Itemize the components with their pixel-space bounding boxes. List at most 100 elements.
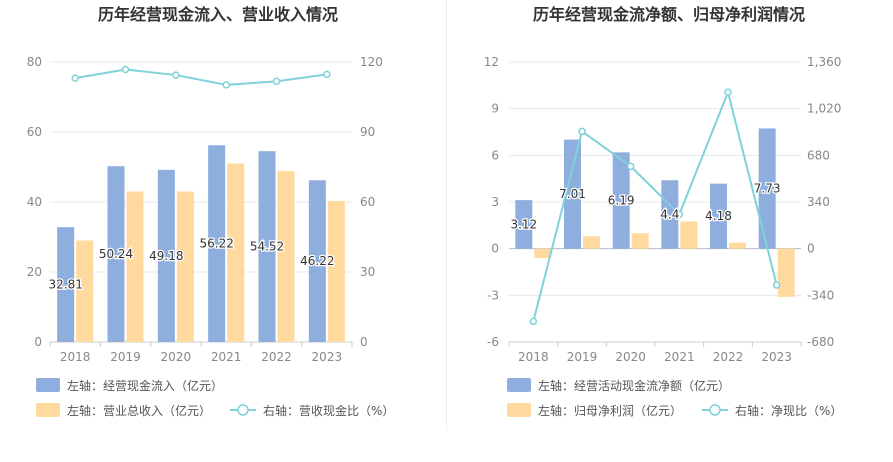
legend-label: 左轴：归母净利润（亿元） xyxy=(538,403,682,418)
bar-data-label: 7.01 xyxy=(559,187,586,201)
cash-inflow-revenue-panel: 历年经营现金流入、营业收入情况 0 20 40 60 80 0 30 60 90 120 2018 20… xyxy=(0,0,446,458)
x-axis-tick-label: 2019 xyxy=(567,350,598,364)
bar-secondary xyxy=(327,200,345,342)
bar-primary xyxy=(157,169,175,342)
bar-primary xyxy=(208,145,226,342)
bar-primary xyxy=(564,139,581,249)
left-axis-tick-label: 9 xyxy=(491,102,499,116)
right-axis-tick-label: 30 xyxy=(360,265,375,279)
ratio-line-point xyxy=(675,210,684,219)
x-axis-tick-label: 2022 xyxy=(713,350,744,364)
left-axis-tick-label: 0 xyxy=(491,242,499,256)
right-axis-tick-label: 120 xyxy=(360,55,383,69)
bar-secondary xyxy=(631,233,649,249)
legend-label: 左轴：经营现金流入（亿元） xyxy=(67,378,223,393)
ratio-line-point xyxy=(71,74,79,82)
ratio-line-point xyxy=(724,88,732,96)
cash-inflow-revenue-chart: 历年经营现金流入、营业收入情况 0 20 40 60 80 0 30 60 90 120 2018 20… xyxy=(27,5,395,418)
bar-secondary xyxy=(680,221,698,249)
bar-primary xyxy=(758,128,776,249)
bar-secondary xyxy=(76,240,94,342)
right-axis-tick-label: 680 xyxy=(807,148,830,162)
left-axis-tick-label: 6 xyxy=(491,148,499,162)
x-axis-tick-label: 2020 xyxy=(161,350,192,364)
ratio-line-point xyxy=(323,70,331,79)
left-axis-tick-label: 40 xyxy=(27,195,42,209)
right-axis-tick-label: -680 xyxy=(807,335,834,349)
bar-primary xyxy=(661,180,679,249)
ratio-line-point xyxy=(121,65,130,74)
left-axis-tick-label: 20 xyxy=(27,265,42,279)
right-axis-tick-label: 0 xyxy=(360,335,368,349)
x-axis-tick-label: 2018 xyxy=(60,350,91,364)
bar-secondary xyxy=(729,242,746,249)
right-axis-tick-label: -340 xyxy=(807,288,834,302)
right-axis-tick-label: 1,360 xyxy=(807,55,841,69)
bar-secondary xyxy=(277,171,295,342)
bar-primary xyxy=(258,151,276,342)
x-axis-tick-label: 2019 xyxy=(110,350,141,364)
x-axis-tick-label: 2018 xyxy=(518,350,549,364)
legend-label: 右轴：净现比（%） xyxy=(735,403,842,418)
bar-data-label: 32.81 xyxy=(48,278,82,292)
legend-swatch-line-marker xyxy=(709,404,721,416)
right-axis-tick-label: 90 xyxy=(360,125,375,139)
bar-data-label: 54.52 xyxy=(250,240,284,254)
left-axis-tick-label: 80 xyxy=(27,55,42,69)
bar-data-label: 56.22 xyxy=(199,237,233,251)
bar-data-label: 4.4 xyxy=(660,207,679,221)
bar-data-label: 6.19 xyxy=(608,194,635,208)
chart-title: 历年经营现金流净额、归母净利润情况 xyxy=(533,5,805,24)
left-axis-tick-label: 60 xyxy=(27,125,42,139)
right-axis-tick-label: 0 xyxy=(807,242,815,256)
net-cash-flow-profit-chart: 历年经营现金流净额、归母净利润情况 -6 -3 0 3 6 9 12 -680 -340 0 340 6… xyxy=(484,5,843,418)
ratio-line-point xyxy=(272,77,281,86)
x-axis-tick-label: 2020 xyxy=(615,350,646,364)
chart-title: 历年经营现金流入、营业收入情况 xyxy=(98,5,338,24)
left-axis-tick-label: -6 xyxy=(487,335,499,349)
bar-secondary xyxy=(534,248,552,258)
x-axis-tick-label: 2023 xyxy=(761,350,792,364)
left-axis-tick-label: 12 xyxy=(484,55,499,69)
left-axis-tick-label: 0 xyxy=(34,335,42,349)
ratio-line-point xyxy=(578,127,586,136)
bar-secondary xyxy=(227,163,245,342)
x-axis-tick-label: 2021 xyxy=(664,350,695,364)
bar-primary xyxy=(612,152,630,249)
x-axis-tick-label: 2023 xyxy=(312,350,343,364)
x-axis-tick-label: 2022 xyxy=(261,350,292,364)
bar-secondary xyxy=(777,248,795,297)
ratio-line-point xyxy=(529,317,538,326)
ratio-line-point xyxy=(772,281,781,289)
bar-data-label: 3.12 xyxy=(510,217,537,231)
right-axis-tick-label: 340 xyxy=(807,195,830,209)
bar-data-label: 4.18 xyxy=(705,209,732,223)
ratio-line xyxy=(74,68,327,86)
legend-swatch-secondary-bar xyxy=(507,403,531,417)
ratio-line xyxy=(532,88,778,322)
legend-label: 左轴：经营活动现金流净额（亿元） xyxy=(538,378,730,393)
left-axis-tick-label: 3 xyxy=(491,195,499,209)
bar-primary xyxy=(107,166,125,342)
bar-data-label: 7.73 xyxy=(754,182,781,196)
bar-primary xyxy=(308,180,326,342)
bar-data-label: 49.18 xyxy=(149,249,183,263)
bar-secondary xyxy=(176,191,194,342)
bar-primary xyxy=(515,200,533,249)
legend-swatch-line-marker xyxy=(237,404,249,416)
legend-swatch-primary-bar xyxy=(507,378,531,392)
bar-primary xyxy=(710,183,727,249)
panel-divider xyxy=(446,0,447,430)
net-cash-flow-profit-panel: 历年经营现金流净额、归母净利润情况 -6 -3 0 3 6 9 12 -680 -340 0 340 6… xyxy=(447,0,893,458)
ratio-line-point xyxy=(172,71,180,79)
ratio-line-point xyxy=(626,162,635,171)
bar-secondary xyxy=(583,236,600,249)
bar-primary xyxy=(57,227,75,342)
legend-swatch-secondary-bar xyxy=(36,403,60,417)
right-axis-tick-label: 1,020 xyxy=(807,102,841,116)
legend-label: 左轴：营业总收入（亿元） xyxy=(67,403,211,418)
legend-swatch-primary-bar xyxy=(36,378,60,392)
legend-label: 右轴：营收现金比（%） xyxy=(263,403,394,418)
bar-data-label: 46.22 xyxy=(300,254,334,268)
